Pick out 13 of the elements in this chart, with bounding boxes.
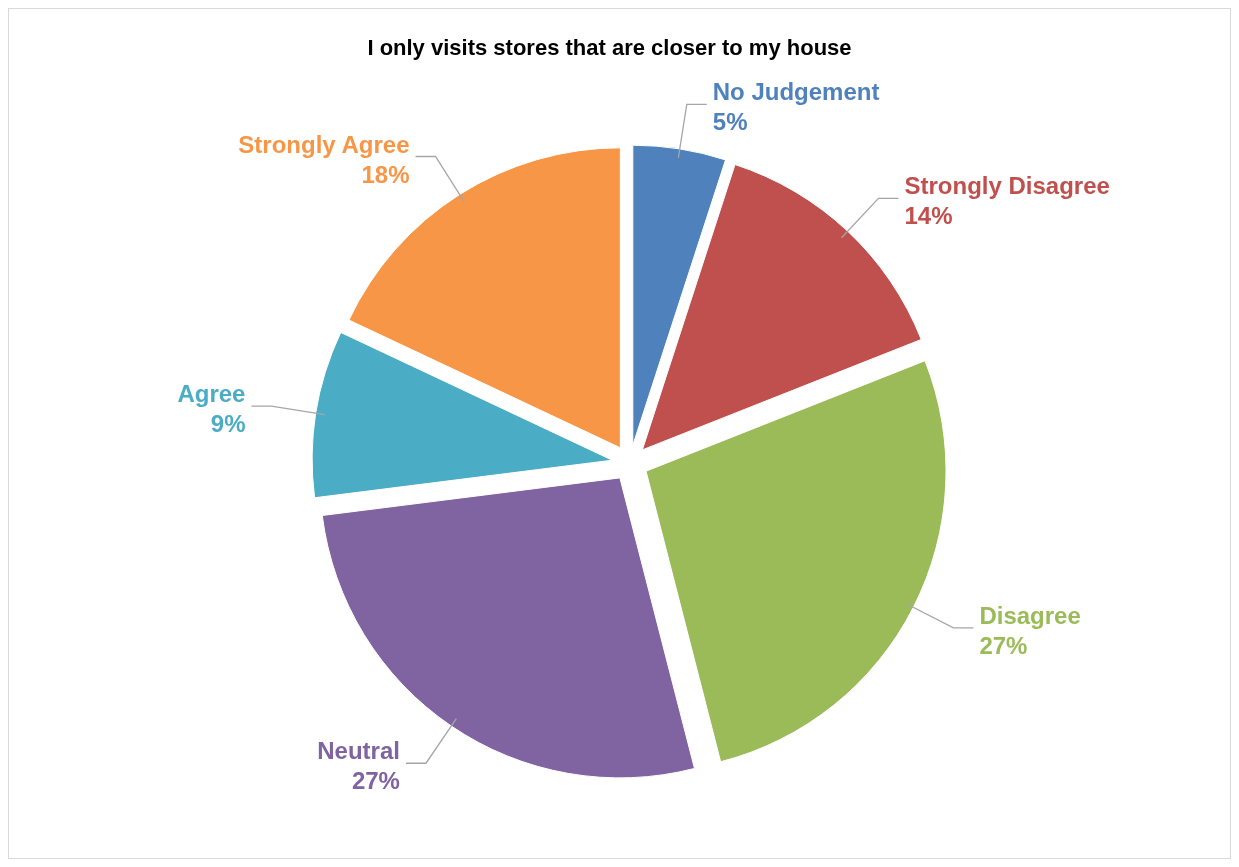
data-label: 27%	[351, 767, 400, 795]
data-label: 5%	[712, 108, 748, 136]
data-label: 18%	[361, 160, 410, 188]
slice-label: Disagree	[979, 601, 1081, 629]
slice-label: Strongly Disagree	[904, 172, 1110, 200]
data-label: 14%	[904, 202, 953, 230]
data-label: 9%	[210, 410, 246, 438]
slice-label: Agree	[177, 380, 246, 408]
slice-label: No Judgement	[712, 78, 880, 106]
slice-label: Strongly Agree	[238, 130, 410, 158]
slice-label: Neutral	[317, 737, 400, 765]
data-label: 27%	[979, 631, 1028, 659]
chart-title: I only visits stores that are closer to my house	[367, 35, 852, 60]
